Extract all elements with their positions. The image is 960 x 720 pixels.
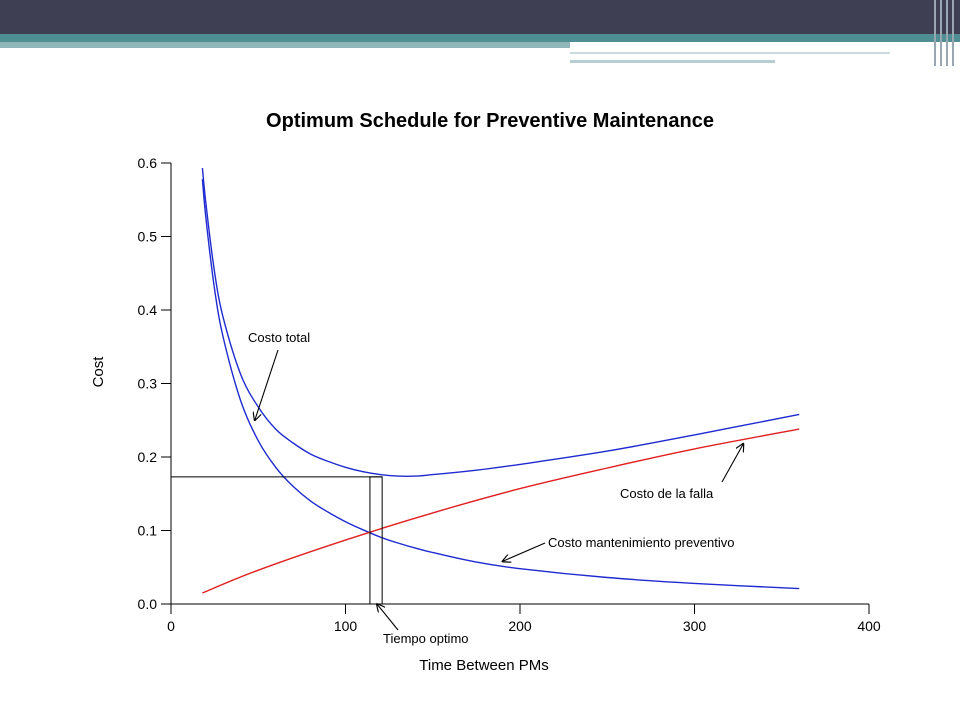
slide-accent-stripe-light [0, 42, 570, 48]
costo-falla-line [202, 428, 800, 594]
x-tick-label: 0 [167, 618, 175, 634]
slide-accent-line [570, 52, 890, 54]
annotation-tiempo-optimo: Tiempo optimo [383, 631, 469, 646]
y-tick-label: 0.6 [138, 155, 158, 171]
slide-corner-lines [930, 0, 960, 66]
chart-title: Optimum Schedule for Preventive Maintena… [266, 110, 714, 132]
optimum-band [369, 476, 383, 605]
annotation-costo-mantenimiento: Costo mantenimiento preventivo [548, 535, 734, 550]
slide-accent-line-short [570, 60, 775, 63]
y-tick-label: 0.3 [138, 376, 158, 392]
y-axis-label: Cost [90, 356, 107, 388]
annotation-tiempo-optimo-arrow [377, 604, 399, 631]
optimum-marker [171, 476, 383, 605]
y-tick-label: 0.0 [138, 596, 158, 612]
chart-series [201, 168, 800, 594]
x-tick-label: 400 [857, 618, 881, 634]
chart-axes [170, 163, 869, 605]
chart-ticks: 0 100 200 300 400 0.0 0.1 0.2 0.3 0.4 0.5 0.6 [138, 155, 881, 634]
x-axis-label: Time Between PMs [419, 657, 549, 674]
annotation-costo-falla-arrow [721, 444, 743, 483]
annotation-costo-mantenimiento-arrow [503, 542, 546, 561]
costo-mantenimiento-line [201, 179, 800, 590]
slide-top-bar [0, 0, 960, 34]
y-tick-label: 0.5 [138, 229, 158, 245]
x-tick-label: 300 [683, 618, 707, 634]
y-tick-label: 0.1 [138, 523, 158, 539]
annotation-costo-falla: Costo de la falla [620, 486, 714, 501]
x-tick-label: 200 [508, 618, 532, 634]
slide-accent-stripe [0, 34, 960, 42]
costo-total-line [201, 168, 800, 478]
y-tick-label: 0.4 [138, 302, 158, 318]
chart-annotations: Costo total Costo de la falla Costo manten… [248, 330, 743, 646]
annotation-costo-total-arrow [255, 349, 279, 420]
annotation-costo-total: Costo total [248, 330, 310, 345]
y-tick-label: 0.2 [138, 449, 158, 465]
x-tick-label: 100 [334, 618, 358, 634]
